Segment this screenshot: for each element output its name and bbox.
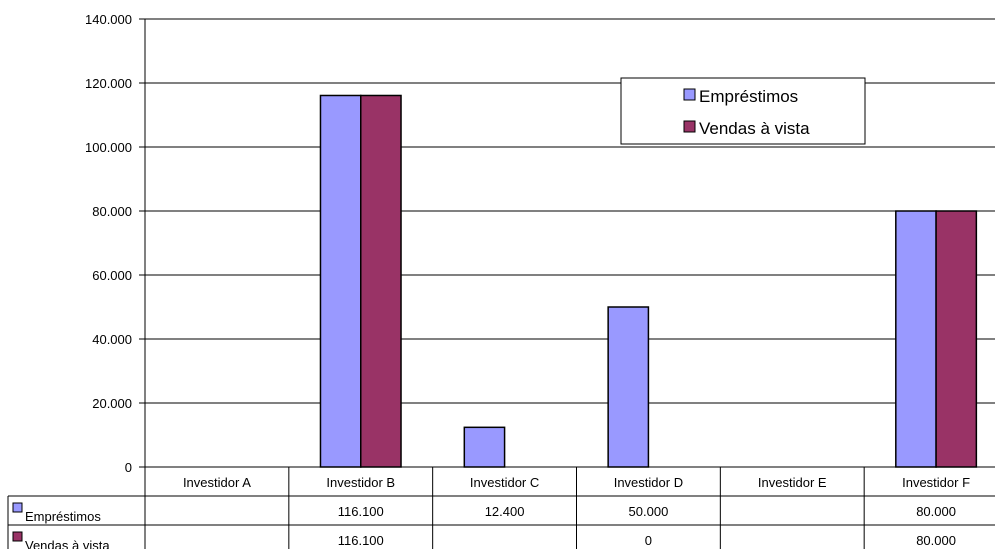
table-series-label: Vendas à vista bbox=[25, 538, 110, 549]
legend-box bbox=[620, 77, 866, 145]
legend-swatch-vendas bbox=[683, 120, 696, 133]
category-label: Investidor B bbox=[326, 475, 395, 490]
legend: Empréstimos Vendas à vista bbox=[620, 77, 866, 145]
bar-emprestimos bbox=[607, 306, 650, 468]
y-tick-label: 80.000 bbox=[92, 204, 132, 219]
y-tick-label: 0 bbox=[125, 460, 132, 475]
legend-swatch-emprestimos bbox=[683, 88, 696, 101]
y-tick-label: 100.000 bbox=[85, 140, 132, 155]
y-tick-label: 60.000 bbox=[92, 268, 132, 283]
category-label: Investidor D bbox=[614, 475, 683, 490]
table-cell-value: 116.100 bbox=[338, 533, 384, 548]
y-tick-label: 40.000 bbox=[92, 332, 132, 347]
gridlines bbox=[145, 18, 995, 404]
table-cell-value: 0 bbox=[645, 533, 652, 548]
y-tick-label: 120.000 bbox=[85, 76, 132, 91]
y-tick-label: 20.000 bbox=[92, 396, 132, 411]
bars bbox=[319, 94, 978, 468]
legend-label-vendas: Vendas à vista bbox=[699, 119, 810, 138]
category-label: Investidor E bbox=[758, 475, 827, 490]
table-cell-value: 12.400 bbox=[485, 504, 525, 519]
bar-emprestimos bbox=[319, 94, 362, 468]
category-label: Investidor C bbox=[470, 475, 539, 490]
table-swatch bbox=[12, 531, 23, 542]
category-label: Investidor A bbox=[183, 475, 251, 490]
table-cell-value: 80.000 bbox=[916, 533, 956, 548]
bar-vendas-a-vista bbox=[935, 210, 978, 468]
data-table: Investidor A Investidor B Investidor C Inve… bbox=[7, 466, 995, 549]
y-axis: 0 20.000 40.000 60.000 80.000 100.000 120.000 1… bbox=[85, 12, 146, 475]
category-label: Investidor F bbox=[902, 475, 970, 490]
table-swatch bbox=[12, 502, 23, 513]
y-tick-label: 140.000 bbox=[85, 12, 132, 27]
bar-emprestimos bbox=[463, 426, 506, 468]
table-series-label: Empréstimos bbox=[25, 509, 101, 524]
table-cell-value: 116.100 bbox=[338, 504, 384, 519]
bar-vendas-a-vista bbox=[360, 94, 402, 468]
bar-emprestimos bbox=[895, 210, 937, 468]
table-cell-value: 50.000 bbox=[629, 504, 669, 519]
legend-label-emprestimos: Empréstimos bbox=[699, 87, 798, 106]
table-cell-value: 80.000 bbox=[916, 504, 956, 519]
